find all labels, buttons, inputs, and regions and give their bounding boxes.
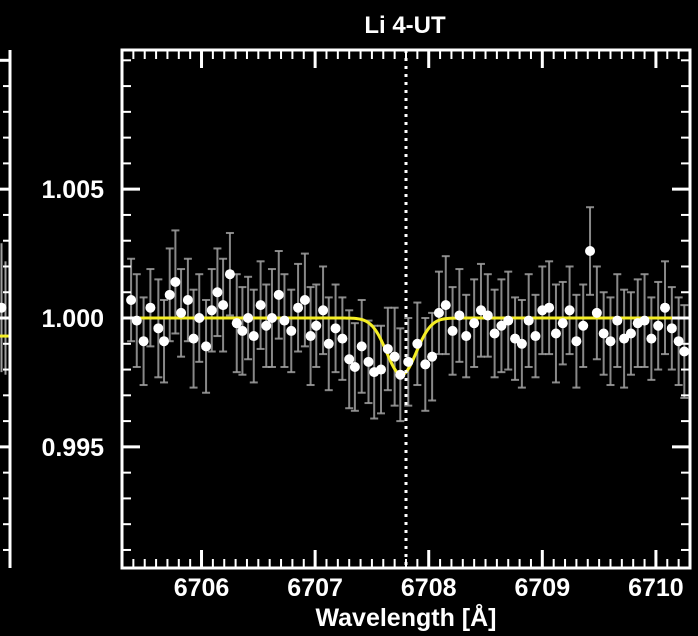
data-point xyxy=(248,331,259,342)
data-point xyxy=(612,315,623,326)
data-point xyxy=(389,351,400,362)
y-tick-label: 1.000 xyxy=(41,305,104,333)
data-point xyxy=(666,323,677,334)
data-point xyxy=(349,361,360,372)
data-point xyxy=(376,364,387,375)
left-panel-ticks xyxy=(0,58,10,551)
data-point xyxy=(619,333,630,344)
chart-title: Li 4-UT xyxy=(364,12,446,39)
data-point xyxy=(170,276,181,287)
data-point xyxy=(510,333,521,344)
data-point xyxy=(412,338,423,349)
data-point xyxy=(403,356,414,367)
data-point xyxy=(305,331,316,342)
data-point xyxy=(461,331,472,342)
x-tick-label: 6706 xyxy=(174,574,230,602)
data-point xyxy=(503,315,514,326)
data-point xyxy=(279,315,290,326)
data-point xyxy=(382,343,393,354)
y-tick-label: 1.005 xyxy=(41,176,104,204)
data-point xyxy=(395,369,406,380)
data-point xyxy=(224,269,235,280)
data-point xyxy=(475,305,486,316)
data-point xyxy=(231,318,242,329)
data-point xyxy=(646,333,657,344)
data-point xyxy=(344,354,355,365)
data-point xyxy=(194,313,205,324)
data-point xyxy=(585,246,596,257)
data-point xyxy=(489,328,500,339)
x-tick-label: 6710 xyxy=(628,574,684,602)
x-axis-label: Wavelength [Å] xyxy=(315,603,496,632)
data-point xyxy=(550,328,561,339)
data-point xyxy=(299,294,310,305)
data-point xyxy=(218,300,229,311)
data-point xyxy=(639,315,650,326)
x-tick-label: 6709 xyxy=(515,574,571,602)
data-point xyxy=(255,300,266,311)
data-point xyxy=(153,323,164,334)
data-point xyxy=(159,336,170,347)
data-point xyxy=(679,346,690,357)
data-point xyxy=(323,338,334,349)
data-point xyxy=(201,341,212,352)
data-point xyxy=(212,287,223,298)
data-point xyxy=(293,302,304,313)
data-point xyxy=(469,318,480,329)
data-point xyxy=(482,310,493,321)
data-point xyxy=(188,333,199,344)
left-data-point xyxy=(0,302,7,313)
data-point xyxy=(330,323,341,334)
x-tick-label: 6708 xyxy=(401,574,457,602)
data-point xyxy=(564,305,575,316)
data-point xyxy=(138,336,149,347)
data-point xyxy=(605,336,616,347)
data-point xyxy=(182,294,193,305)
tick-labels: 6706 6707 6708 6709 6710 0.995 1.000 1.005 xyxy=(41,176,683,602)
data-point xyxy=(454,310,465,321)
data-point xyxy=(176,307,187,318)
major-ticks xyxy=(122,50,690,568)
main-panel: 6706 6707 6708 6709 6710 0.995 1.000 1.005 xyxy=(41,48,692,602)
data-point xyxy=(578,320,589,331)
data-point xyxy=(318,305,329,316)
data-point xyxy=(273,289,284,300)
data-point xyxy=(363,356,374,367)
data-point xyxy=(243,313,254,324)
data-point xyxy=(164,289,175,300)
data-point xyxy=(427,351,438,362)
point-layer xyxy=(126,246,690,380)
data-point xyxy=(126,294,137,305)
data-point xyxy=(261,320,272,331)
y-tick-label: 0.995 xyxy=(41,434,104,462)
data-point xyxy=(447,325,458,336)
data-point xyxy=(598,328,609,339)
data-point xyxy=(286,325,297,336)
data-point xyxy=(337,333,348,344)
data-point xyxy=(496,320,507,331)
data-point xyxy=(523,315,534,326)
data-point xyxy=(625,328,636,339)
data-point xyxy=(571,336,582,347)
left-panel xyxy=(0,50,12,568)
data-point xyxy=(530,331,541,342)
data-point xyxy=(544,302,555,313)
data-point xyxy=(266,313,277,324)
data-point xyxy=(653,320,664,331)
data-point xyxy=(311,320,322,331)
data-point xyxy=(591,307,602,318)
data-point xyxy=(356,341,367,352)
data-point xyxy=(433,307,444,318)
data-point xyxy=(516,338,527,349)
data-point xyxy=(440,300,451,311)
data-point xyxy=(660,302,671,313)
data-point xyxy=(145,302,156,313)
data-point xyxy=(557,318,568,329)
data-point xyxy=(237,325,248,336)
data-point xyxy=(206,305,217,316)
x-tick-label: 6707 xyxy=(287,574,343,602)
data-point xyxy=(420,359,431,370)
